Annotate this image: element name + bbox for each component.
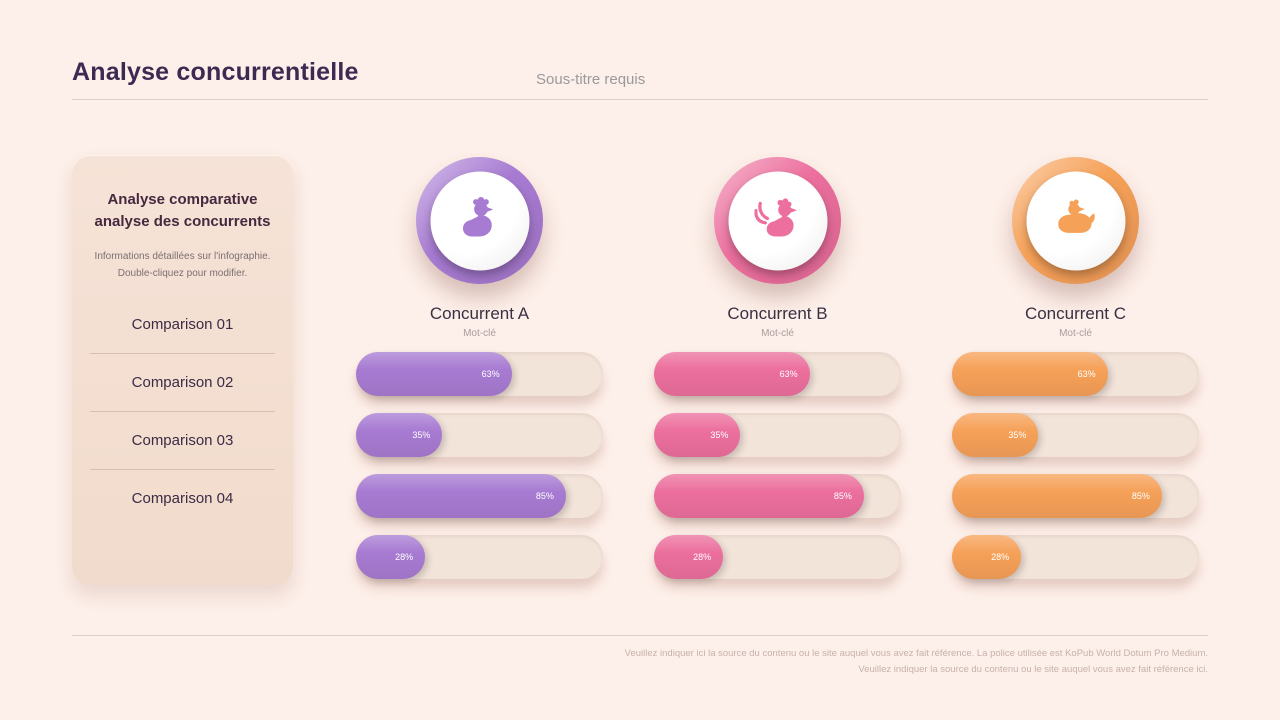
progress-bar: 28% bbox=[654, 535, 901, 579]
progress-fill: 63% bbox=[356, 352, 512, 396]
comparison-panel: Analyse comparative analyse des concurre… bbox=[72, 155, 293, 585]
competitor-column-c: Concurrent C Mot-clé 63% 35% 85% 28% bbox=[952, 157, 1199, 579]
progress-fill: 35% bbox=[654, 413, 741, 457]
rooster-icon bbox=[457, 195, 503, 246]
progress-bar: 28% bbox=[952, 535, 1199, 579]
progress-value: 35% bbox=[710, 430, 729, 440]
progress-bar: 85% bbox=[654, 474, 901, 518]
progress-fill: 35% bbox=[356, 413, 443, 457]
progress-value: 28% bbox=[991, 552, 1010, 562]
source-note: Veuillez indiquer ici la source du conte… bbox=[625, 646, 1208, 678]
progress-value: 63% bbox=[779, 369, 798, 379]
comparison-panel-description: Informations détaillées sur l'infographi… bbox=[94, 250, 271, 279]
progress-bar: 85% bbox=[356, 474, 603, 518]
competitor-a-badge bbox=[416, 157, 543, 284]
progress-bar: 63% bbox=[654, 352, 901, 396]
badge-inner-circle bbox=[430, 171, 529, 270]
competitor-name: Concurrent A bbox=[429, 304, 530, 323]
progress-value: 63% bbox=[481, 369, 500, 379]
page-subtitle: Sous-titre requis bbox=[536, 71, 646, 88]
list-item: Comparison 03 bbox=[90, 412, 275, 470]
comparison-list: Comparison 01 Comparison 02 Comparison 0… bbox=[90, 296, 275, 527]
footer-divider bbox=[72, 635, 1208, 636]
progress-fill: 28% bbox=[654, 535, 724, 579]
competitor-column-a: Concurrent A Mot-clé 63% 35% 85% 28% bbox=[356, 157, 603, 579]
progress-fill: 63% bbox=[654, 352, 810, 396]
competitor-keyword: Mot-clé bbox=[1059, 328, 1092, 339]
progress-fill: 85% bbox=[654, 474, 864, 518]
progress-bar: 35% bbox=[654, 413, 901, 457]
competitor-c-badge bbox=[1012, 157, 1139, 284]
progress-bar: 28% bbox=[356, 535, 603, 579]
progress-value: 63% bbox=[1077, 369, 1096, 379]
list-item: Comparison 01 bbox=[90, 296, 275, 354]
progress-value: 28% bbox=[395, 552, 414, 562]
bar-group: 63% 35% 85% 28% bbox=[654, 352, 901, 579]
hen-icon bbox=[1053, 195, 1099, 246]
bar-group: 63% 35% 85% 28% bbox=[952, 352, 1199, 579]
source-note-line2: Veuillez indiquer la source du contenu o… bbox=[858, 664, 1208, 675]
competitor-keyword: Mot-clé bbox=[761, 328, 794, 339]
competitor-column-b: Concurrent B Mot-clé 63% 35% 85% 28% bbox=[654, 157, 901, 579]
competitor-name: Concurrent C bbox=[1024, 304, 1127, 323]
progress-bar: 35% bbox=[952, 413, 1199, 457]
progress-fill: 85% bbox=[952, 474, 1162, 518]
list-item: Comparison 02 bbox=[90, 354, 275, 412]
header-divider bbox=[72, 99, 1208, 100]
source-note-line1: Veuillez indiquer ici la source du conte… bbox=[624, 648, 1208, 659]
badge-inner-circle bbox=[728, 171, 827, 270]
progress-bar: 85% bbox=[952, 474, 1199, 518]
progress-fill: 28% bbox=[356, 535, 426, 579]
progress-value: 85% bbox=[1131, 491, 1150, 501]
bar-group: 63% 35% 85% 28% bbox=[356, 352, 603, 579]
progress-value: 85% bbox=[833, 491, 852, 501]
progress-fill: 85% bbox=[356, 474, 566, 518]
comparison-panel-heading: Analyse comparative analyse des concurre… bbox=[94, 191, 271, 230]
badge-inner-circle bbox=[1026, 171, 1125, 270]
competitor-b-badge bbox=[714, 157, 841, 284]
progress-bar: 35% bbox=[356, 413, 603, 457]
progress-fill: 63% bbox=[952, 352, 1108, 396]
competitor-name: Concurrent B bbox=[727, 304, 828, 323]
rooster-tail-icon bbox=[754, 195, 801, 246]
progress-bar: 63% bbox=[356, 352, 603, 396]
progress-fill: 28% bbox=[952, 535, 1022, 579]
list-item: Comparison 04 bbox=[131, 489, 234, 507]
progress-value: 85% bbox=[535, 491, 554, 501]
competitor-keyword: Mot-clé bbox=[463, 328, 496, 339]
progress-value: 28% bbox=[693, 552, 712, 562]
progress-fill: 35% bbox=[952, 413, 1039, 457]
progress-bar: 63% bbox=[952, 352, 1199, 396]
page-title: Analyse concurrentielle bbox=[72, 58, 359, 86]
progress-value: 35% bbox=[1008, 430, 1027, 440]
progress-value: 35% bbox=[412, 430, 431, 440]
